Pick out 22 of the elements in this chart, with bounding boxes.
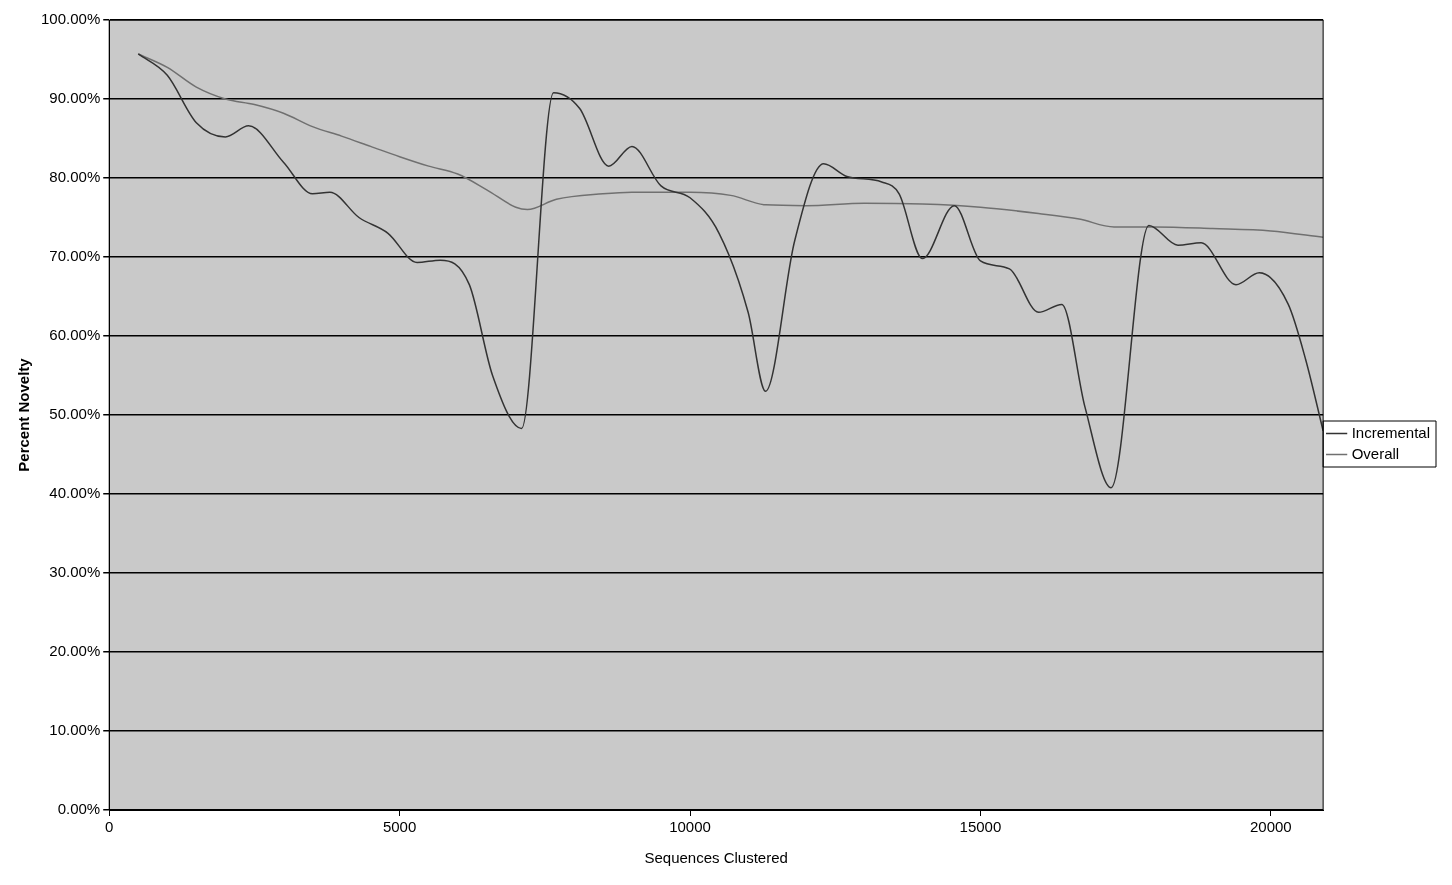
y-tick-label: 80.00%	[49, 168, 101, 186]
y-tick-label: 60.00%	[49, 326, 101, 344]
y-tick-label: 100.00%	[41, 10, 101, 28]
line-series	[137, 53, 1324, 489]
legend-label: Incremental	[1351, 423, 1431, 441]
x-tick-label: 10000	[669, 818, 711, 836]
y-tick-label: 70.00%	[49, 247, 101, 265]
y-tick-label: 30.00%	[49, 563, 101, 581]
x-axis-title: Sequences Clustered	[644, 849, 788, 867]
y-tick-label: 20.00%	[49, 642, 101, 660]
x-tick-label: 15000	[959, 818, 1002, 836]
legend-label: Overall	[1351, 444, 1400, 462]
line-series	[137, 53, 1324, 238]
y-tick-label: 50.00%	[49, 405, 101, 423]
x-tick-label: 0	[105, 818, 114, 836]
x-tick-label: 5000	[382, 818, 417, 836]
y-tick-label: 90.00%	[49, 89, 101, 107]
x-tick-label: 20000	[1250, 818, 1292, 836]
y-tick-label: 0.00%	[57, 800, 101, 818]
y-tick-label: 40.00%	[49, 484, 101, 502]
y-tick-label: 10.00%	[49, 721, 101, 739]
y-axis-title: Percent Novelty	[15, 357, 33, 472]
